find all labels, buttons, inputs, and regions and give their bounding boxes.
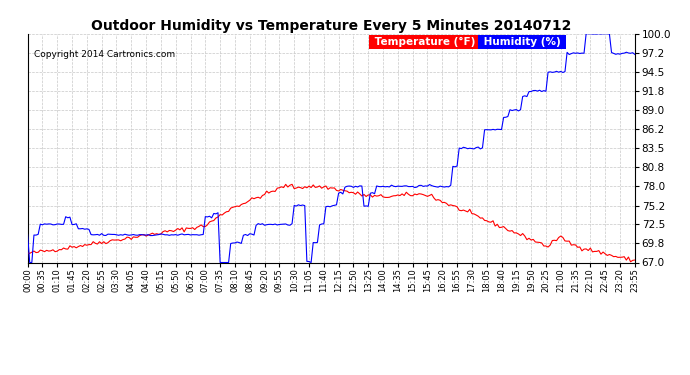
Text: Humidity (%): Humidity (%) xyxy=(480,37,564,47)
Text: Copyright 2014 Cartronics.com: Copyright 2014 Cartronics.com xyxy=(34,50,175,59)
Text: Temperature (°F): Temperature (°F) xyxy=(371,37,479,47)
Title: Outdoor Humidity vs Temperature Every 5 Minutes 20140712: Outdoor Humidity vs Temperature Every 5 … xyxy=(91,19,571,33)
